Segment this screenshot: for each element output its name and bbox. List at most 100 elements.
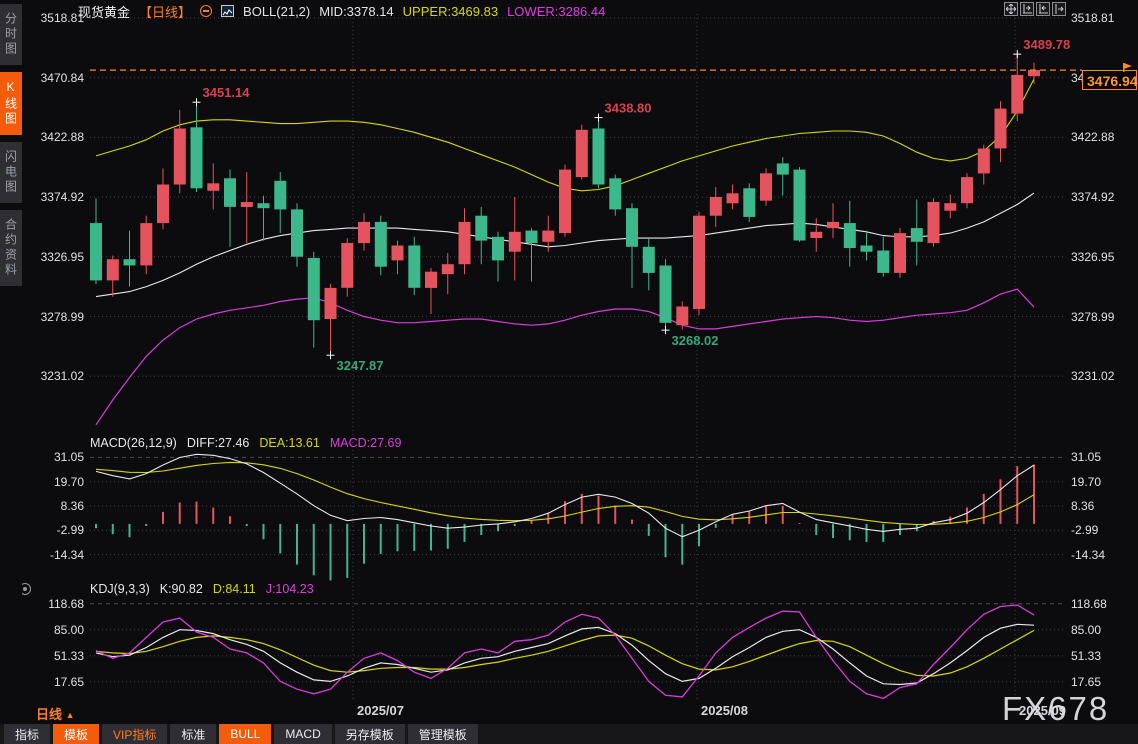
crosshair-tool-icon[interactable] <box>1004 2 1018 16</box>
sidebar-item-0[interactable]: 分时图 <box>0 4 22 65</box>
toolbar-button-5[interactable]: MACD <box>274 724 332 744</box>
candle <box>1028 70 1040 77</box>
kdj-j-line <box>95 604 1035 700</box>
sidebar-item-2[interactable]: 闪电图 <box>0 142 22 203</box>
price-alert-flag-icon[interactable] <box>1122 60 1134 78</box>
macd-tick-label: -2.99 <box>56 523 84 538</box>
indicator-chart-icon[interactable] <box>221 5 235 17</box>
watermark: FX678 <box>1002 690 1110 727</box>
candle <box>341 243 354 288</box>
candle <box>1011 75 1024 114</box>
period-selector[interactable]: 日线 ▲ <box>36 704 75 723</box>
macd-macd-value: MACD:27.69 <box>329 436 402 450</box>
period-label: 日线 <box>36 707 63 722</box>
price-tick-label: 3422.88 <box>1071 130 1115 145</box>
current-price-box[interactable]: 3476.94 <box>1082 70 1138 90</box>
macd-diff-value: DIFF:27.46 <box>186 436 250 450</box>
price-tick-label: 3374.92 <box>40 190 84 205</box>
candle <box>776 163 789 175</box>
toolbar-button-1[interactable]: 模板 <box>53 724 100 744</box>
kdj-d-line <box>95 629 1035 677</box>
remove-indicator-icon[interactable] <box>200 5 213 17</box>
candle <box>157 184 169 224</box>
macd-tick-label: -2.99 <box>1071 523 1099 538</box>
pan-right-tool-icon[interactable] <box>1052 2 1066 16</box>
boll-upper-value: UPPER:3469.83 <box>402 3 499 19</box>
candle <box>894 233 906 273</box>
kdj-k-line <box>95 623 1035 686</box>
candle <box>927 202 940 244</box>
price-annotation: 3489.78 <box>1023 37 1070 52</box>
candle <box>810 231 823 238</box>
macd-title: MACD(26,12,9) <box>90 436 177 450</box>
candle <box>425 271 437 288</box>
macd-tick-label: 31.05 <box>53 450 84 465</box>
candle <box>257 203 270 209</box>
candle <box>190 127 203 189</box>
candle <box>525 230 538 243</box>
candle <box>559 169 571 234</box>
macd-header: MACD(26,12,9) DIFF:27.46 DEA:13.61 MACD:… <box>90 436 401 450</box>
candle <box>793 169 806 241</box>
toolbar-button-2[interactable]: VIP指标 <box>102 724 168 744</box>
kdj-k-value: K:90.82 <box>159 582 203 596</box>
kdj-tick-label: 85.00 <box>53 622 84 637</box>
toolbar-button-3[interactable]: 标准 <box>170 724 217 744</box>
candle <box>324 287 337 319</box>
candle <box>726 193 739 204</box>
price-tick-label: 3231.02 <box>40 369 84 384</box>
candle <box>441 264 454 275</box>
kdj-header: KDJ(9,3,3) K:90.82 D:84.11 J:104.23 <box>90 582 314 596</box>
toolbar-button-0[interactable]: 指标 <box>4 724 51 744</box>
boll-lower-value: LOWER:3286.44 <box>507 3 606 19</box>
kdj-tick-label: 118.68 <box>48 596 84 611</box>
chart-header: 现货黄金 【日线】 BOLL(21,2) MID:3378.14 UPPER:3… <box>78 3 606 20</box>
price-tick-label: 3422.88 <box>40 130 84 145</box>
candle <box>977 148 990 174</box>
symbol-name: 现货黄金 <box>78 4 131 20</box>
toolbar-button-6[interactable]: 另存模板 <box>334 724 405 744</box>
candle <box>508 231 521 252</box>
kdj-tick-label: 51.33 <box>53 648 84 663</box>
boll-mid-line <box>95 192 1035 298</box>
candle <box>274 180 287 210</box>
candle <box>877 250 890 273</box>
candle <box>542 230 555 242</box>
macd-diff-line <box>95 453 1035 538</box>
candle <box>123 259 136 266</box>
price-annotation: 3247.87 <box>337 358 384 373</box>
price-annotation: 3451.14 <box>203 85 251 100</box>
kdj-tick-label: 17.65 <box>53 674 84 689</box>
scale-left-axis-icon[interactable] <box>1020 2 1034 16</box>
candle <box>961 177 973 204</box>
toolbar-button-7[interactable]: 管理模板 <box>407 724 478 744</box>
macd-tick-label: -14.34 <box>49 547 84 562</box>
macd-dea-value: DEA:13.61 <box>259 436 320 450</box>
candle <box>224 178 236 207</box>
kdj-tick-label: 85.00 <box>1071 622 1102 637</box>
price-annotation: 3268.02 <box>672 333 719 348</box>
candle <box>827 221 839 229</box>
candle <box>90 223 102 281</box>
candle <box>492 236 504 261</box>
sidebar-item-3[interactable]: 合约资料 <box>0 210 22 286</box>
price-tick-label: 3278.99 <box>1071 309 1115 324</box>
scale-right-axis-icon[interactable] <box>1036 2 1050 16</box>
period-tag[interactable]: 【日线】 <box>139 4 192 20</box>
macd-tick-label: 8.36 <box>1071 499 1095 513</box>
macd-tick-label: 19.70 <box>1071 474 1102 489</box>
candle <box>843 223 856 248</box>
price-tick-label: 3326.95 <box>1071 249 1115 264</box>
candle <box>944 203 957 211</box>
candle <box>709 197 722 216</box>
candle <box>240 202 253 207</box>
macd-tick-label: 31.05 <box>1071 450 1102 465</box>
toolbar-button-4[interactable]: BULL <box>219 724 272 744</box>
sidebar-item-1[interactable]: K线图 <box>0 72 22 135</box>
candle <box>140 223 153 266</box>
bottom-toolbar: 指标 模板 VIP指标 标准 BULL MACD 另存模板 管理模板 <box>0 724 1138 744</box>
candle <box>291 209 303 257</box>
candle <box>106 259 119 281</box>
